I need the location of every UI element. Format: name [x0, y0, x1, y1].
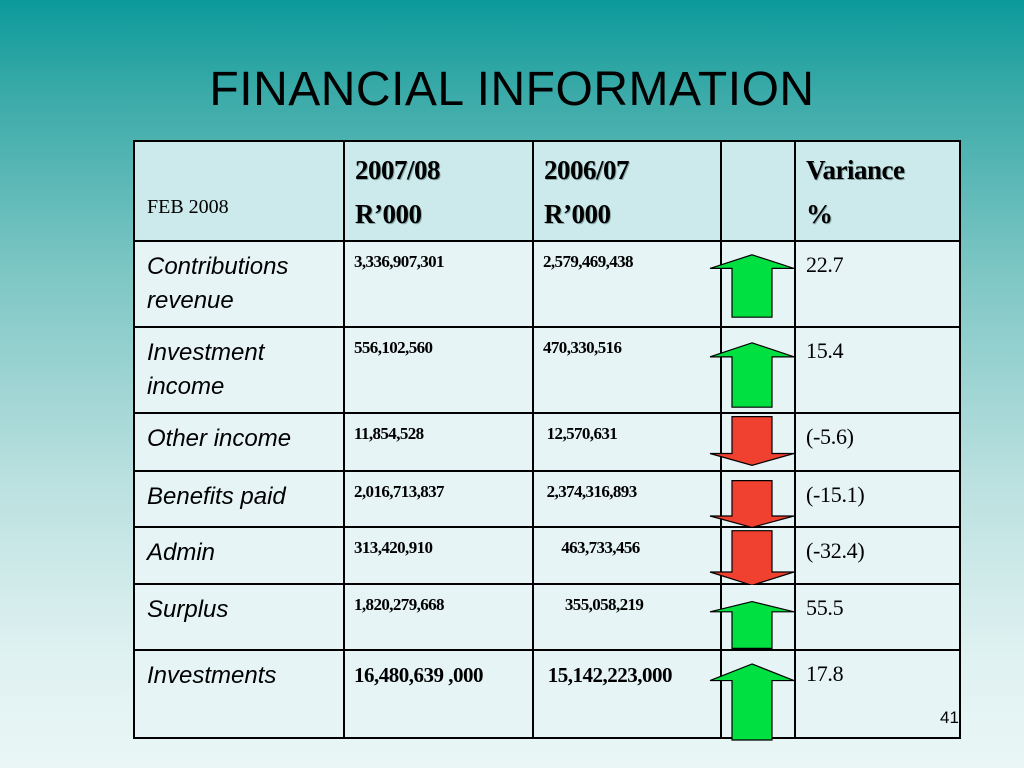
current-value: 2,016,713,837: [354, 482, 445, 501]
current-value: 3,336,907,301: [354, 252, 445, 271]
trend-cell: [721, 470, 796, 528]
period-label: FEB 2008: [147, 196, 229, 218]
current-value-cell: 313,420,910: [343, 526, 534, 585]
trend-cell: [721, 326, 796, 414]
variance-value: 22.7: [806, 252, 844, 277]
row-label: Contributions revenue: [147, 253, 289, 314]
prior-value: 2,374,316,893: [543, 482, 638, 501]
variance-cell: 17.8: [794, 649, 961, 739]
row-label: Benefits paid: [147, 483, 286, 510]
prior-value: 355,058,219: [543, 595, 644, 614]
row-label: Admin: [147, 539, 216, 566]
up-arrow-icon: [708, 342, 796, 408]
current-year-header: 2007/08 R’000: [343, 140, 534, 242]
current-value-cell: 11,854,528: [343, 412, 534, 472]
down-arrow-icon: [708, 530, 796, 586]
current-value: 556,102,560: [354, 338, 433, 357]
variance-value: (-15.1): [806, 482, 865, 507]
prior-value-cell: 463,733,456: [532, 526, 722, 585]
prior-value: 470,330,516: [543, 338, 622, 357]
current-value: 313,420,910: [354, 538, 433, 557]
trend-cell: [721, 649, 796, 738]
prior-value-cell: 15,142,223,000: [532, 649, 722, 739]
variance-cell: (-32.4): [794, 526, 961, 585]
prior-value: 463,733,456: [543, 538, 640, 557]
variance-value: 17.8: [806, 661, 844, 686]
row-label-cell: Benefits paid: [133, 470, 345, 528]
variance-value: 55.5: [806, 595, 844, 620]
current-value-cell: 556,102,560: [343, 326, 534, 414]
variance-cell: 15.4: [794, 326, 961, 414]
current-value: 16,480,639 ,000: [354, 663, 484, 687]
variance-value: 15.4: [806, 338, 844, 363]
row-label-cell: Other income: [133, 412, 345, 472]
prior-value-cell: 2,374,316,893: [532, 470, 722, 528]
variance-label: Variance: [806, 155, 905, 185]
table-row: Other income 11,854,528 12,570,631 (-5.6): [133, 412, 961, 472]
table-header-row: FEB 2008 2007/08 R’000 2006/07 R’000 Varia…: [133, 140, 961, 242]
current-value-cell: 16,480,639 ,000: [343, 649, 534, 739]
row-label: Other income: [147, 425, 292, 452]
variance-cell: (-5.6): [794, 412, 961, 472]
up-arrow-icon: [708, 254, 796, 318]
variance-cell: 55.5: [794, 583, 961, 651]
variance-value: (-32.4): [806, 538, 865, 563]
current-year-label: 2007/08: [355, 155, 441, 185]
down-arrow-icon: [708, 416, 796, 466]
table-row: Surplus 1,820,279,668 355,058,219 55.5: [133, 583, 961, 651]
table-row: Admin 313,420,910 463,733,456 (-32.4): [133, 526, 961, 585]
trend-cell: [721, 412, 796, 472]
current-value: 11,854,528: [354, 424, 424, 443]
row-label: Investment income: [147, 339, 265, 400]
row-label-cell: Contributions revenue: [133, 240, 345, 328]
prior-year-unit: R’000: [544, 199, 611, 229]
current-value-cell: 1,820,279,668: [343, 583, 534, 651]
row-label-cell: Investments: [133, 649, 345, 739]
prior-value-cell: 2,579,469,438: [532, 240, 722, 328]
prior-year-header: 2006/07 R’000: [532, 140, 722, 242]
prior-value-cell: 12,570,631: [532, 412, 722, 472]
current-year-unit: R’000: [355, 199, 422, 229]
table-row: Benefits paid 2,016,713,837 2,374,316,893…: [133, 470, 961, 528]
prior-value: 15,142,223,000: [543, 663, 673, 687]
trend-header-cell: [720, 140, 796, 242]
trend-cell: [721, 526, 796, 584]
page-number: 41: [940, 708, 959, 727]
row-label-cell: Surplus: [133, 583, 345, 651]
up-arrow-icon: [708, 601, 796, 649]
prior-year-label: 2006/07: [544, 155, 630, 185]
slide-title: FINANCIAL INFORMATION: [209, 63, 815, 116]
prior-value: 2,579,469,438: [543, 252, 634, 271]
current-value: 1,820,279,668: [354, 595, 445, 614]
financial-table: FEB 2008 2007/08 R’000 2006/07 R’000 Varia…: [133, 140, 961, 739]
table-row: Investment income 556,102,560 470,330,516 1…: [133, 326, 961, 414]
trend-cell: [721, 583, 796, 651]
period-header-cell: FEB 2008: [133, 140, 345, 242]
variance-cell: 22.7: [794, 240, 961, 328]
down-arrow-icon: [708, 480, 796, 528]
variance-header: Variance%: [794, 140, 961, 242]
row-label-cell: Admin: [133, 526, 345, 585]
row-label: Surplus: [147, 596, 229, 623]
row-label: Investments: [147, 662, 277, 689]
variance-value: (-5.6): [806, 424, 854, 449]
current-value-cell: 3,336,907,301: [343, 240, 534, 328]
variance-cell: (-15.1): [794, 470, 961, 528]
table-row: Investments 16,480,639 ,000 15,142,223,00…: [133, 649, 961, 739]
prior-value-cell: 355,058,219: [532, 583, 722, 651]
row-label-cell: Investment income: [133, 326, 345, 414]
prior-value-cell: 470,330,516: [532, 326, 722, 414]
up-arrow-icon: [708, 663, 796, 741]
variance-unit: %: [806, 199, 833, 229]
prior-value: 12,570,631: [543, 424, 618, 443]
trend-cell: [721, 240, 796, 328]
current-value-cell: 2,016,713,837: [343, 470, 534, 528]
table-row: Contributions revenue 3,336,907,301 2,579,…: [133, 240, 961, 328]
